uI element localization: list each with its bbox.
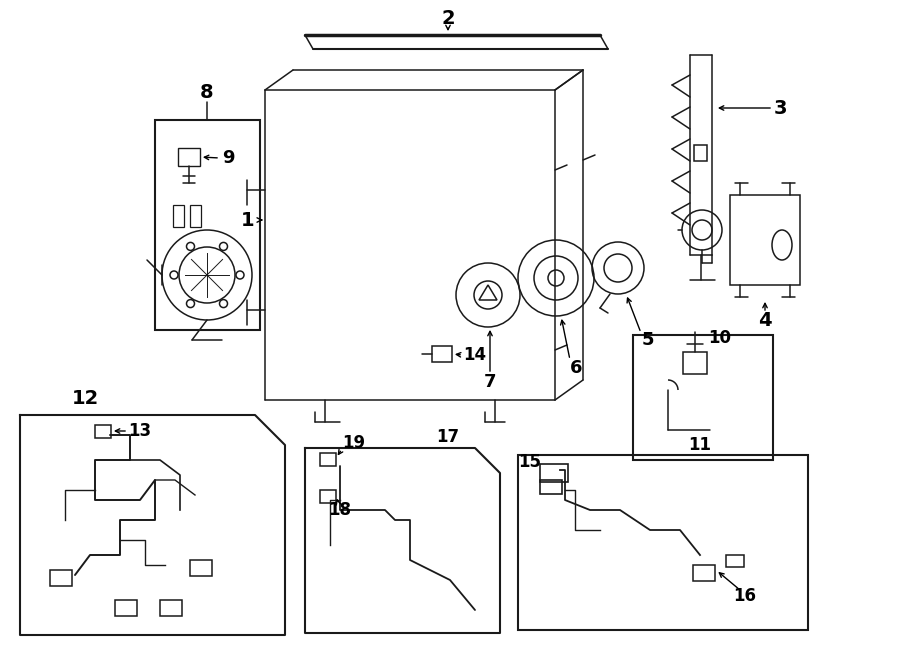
Text: 10: 10 [708,329,732,347]
Bar [155,120,260,330]
Bar [173,205,184,227]
Text: 1: 1 [241,210,255,229]
Bar [633,335,773,460]
Bar [694,145,707,161]
Bar [518,455,808,630]
Bar [730,195,800,285]
Bar [50,570,72,586]
Bar [320,453,336,466]
Bar [432,346,452,362]
Text: 14: 14 [464,346,487,364]
Bar [160,600,182,616]
Bar [540,464,568,482]
Text: 9: 9 [221,149,234,167]
Text: 7: 7 [484,373,496,391]
Text: 2: 2 [441,9,454,28]
Bar [95,425,111,438]
Bar [683,352,707,374]
Bar [540,480,562,494]
Bar [190,560,212,576]
Text: 15: 15 [518,453,542,471]
Text: 11: 11 [688,436,712,454]
Text: 3: 3 [773,98,787,118]
Bar [726,555,744,567]
Text: 6: 6 [570,359,582,377]
Text: 17: 17 [436,428,460,446]
Text: 18: 18 [328,501,352,519]
Text: 12: 12 [71,389,99,407]
Text: 5: 5 [642,331,654,349]
Text: 4: 4 [758,311,772,329]
Bar [320,490,336,503]
Text: 8: 8 [200,83,214,102]
Bar [693,565,715,581]
Bar [178,148,200,166]
Bar [115,600,137,616]
Text: 13: 13 [129,422,151,440]
Bar [190,205,201,227]
Text: 19: 19 [342,434,365,452]
Text: 16: 16 [734,587,757,605]
